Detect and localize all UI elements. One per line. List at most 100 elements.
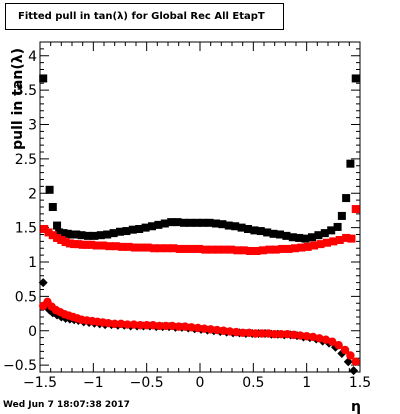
data-point [155,321,164,331]
x-tick-label: 0 [196,375,205,391]
data-point [244,225,252,233]
data-point [271,245,280,254]
data-point [220,245,229,254]
data-point [130,243,139,252]
data-point [109,229,118,238]
data-point [212,325,222,335]
data-point [173,218,182,227]
data-point [84,231,92,240]
data-point [148,222,156,231]
data-point [162,244,171,253]
data-point [290,244,299,253]
x-tick-label: −1 [83,375,104,391]
data-point [233,246,242,255]
data-point [57,236,66,244]
data-point [278,244,287,253]
data-point [72,230,81,239]
data-point [123,320,132,329]
data-point [308,233,316,242]
data-point [143,243,152,252]
data-point [174,322,183,331]
chart-title: Fitted pull in tan(λ) for Global Rec All… [5,3,284,30]
data-point [251,329,260,338]
data-point [297,243,306,252]
data-point [301,234,310,243]
data-point [92,241,101,250]
data-point [192,218,201,227]
data-point [346,351,355,360]
data-point [90,231,99,240]
data-point [74,240,83,249]
data-point [70,240,79,249]
data-point [342,233,351,242]
data-point [314,231,323,240]
data-point [78,240,87,249]
data-point [269,229,278,238]
data-points [38,74,360,376]
data-point [124,242,133,251]
data-point [122,227,131,236]
data-point [61,238,70,247]
data-point [256,227,265,236]
data-point [335,236,344,244]
data-point [351,205,360,214]
data-point [48,231,57,240]
data-point [328,337,337,346]
data-point [136,321,145,330]
y-tick-label: 1 [28,255,37,271]
data-point [53,221,62,230]
data-point [129,320,139,329]
x-tick-label: 1 [302,375,311,391]
data-point [316,240,325,249]
data-point [347,234,356,243]
data-point [39,74,48,83]
data-point [207,245,216,254]
data-point [264,329,273,338]
series-0 [39,74,360,243]
data-point [349,366,359,376]
data-point [98,241,107,250]
data-point [214,245,223,254]
data-point [53,233,62,242]
data-point [182,244,191,253]
data-point [63,229,72,238]
data-point [320,229,329,238]
data-point [48,203,57,211]
data-point [161,321,171,331]
data-point [321,335,331,344]
data-point [239,246,248,255]
series-3 [39,297,360,366]
data-point [156,244,165,253]
data-point [188,244,197,253]
data-point [168,321,177,331]
y-tick-label: 4 [28,49,37,65]
data-point [205,218,214,227]
data-point [135,225,144,233]
timestamp: Wed Jun 7 18:07:38 2017 [3,400,130,410]
y-tick-label: 2.5 [15,152,37,168]
data-point [193,323,203,333]
data-point [246,247,255,255]
data-point [118,242,127,251]
data-point [142,321,151,330]
data-point [308,332,318,342]
y-tick-label: 0 [28,324,37,340]
data-point [333,222,342,231]
data-point [44,228,53,237]
data-point [263,228,272,237]
data-point [160,219,169,228]
data-point [116,227,124,236]
y-tick-label: 1.5 [15,221,37,237]
data-point [288,233,297,242]
data-point [351,74,360,83]
data-point [68,230,76,239]
data-point [218,220,227,229]
x-tick-label: −0.5 [130,375,164,391]
data-point [224,221,233,230]
data-point [38,278,48,288]
data-point [244,328,254,338]
data-point [282,231,291,240]
data-point [219,326,228,335]
data-point [150,244,159,253]
data-point [225,327,235,336]
